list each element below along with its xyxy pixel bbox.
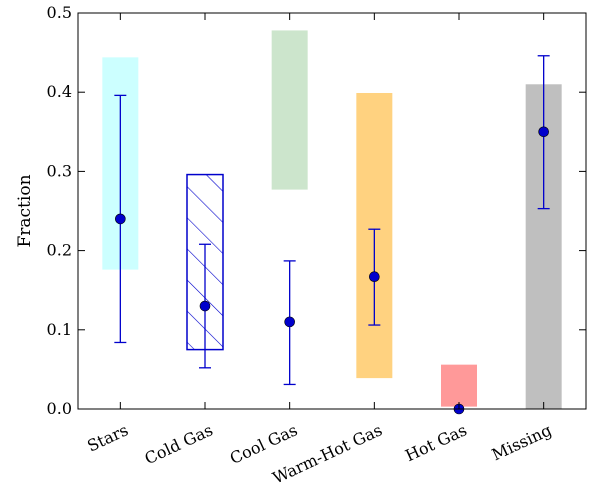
x-tick-label: Stars: [84, 420, 131, 455]
x-tick-label: Hot Gas: [402, 420, 470, 465]
y-tick-label: 0.2: [47, 241, 72, 260]
y-axis-ticks: 0.0 0.1 0.2 0.3 0.4 0.5: [47, 3, 586, 418]
y-tick-label: 0.1: [47, 320, 72, 339]
y-tick-label: 0.4: [47, 82, 72, 101]
error-bars: [114, 55, 550, 386]
plot-frame: [77, 12, 587, 410]
x-tick-label: Missing: [489, 420, 555, 464]
data-point-2: [284, 316, 295, 328]
data-point-0: [115, 213, 126, 225]
y-tick-label: 0.0: [47, 399, 72, 418]
data-point-1: [199, 300, 211, 312]
y-tick-label: 0.5: [47, 3, 72, 22]
data-markers: [115, 126, 549, 415]
x-tick-label: Cold Gas: [142, 420, 216, 468]
y-tick-label: 0.3: [47, 161, 72, 180]
y-axis-label: Fraction: [15, 174, 35, 247]
range-bar-4: [441, 364, 477, 407]
range-bars: [102, 30, 562, 409]
data-point-3: [369, 271, 380, 283]
data-point-5: [538, 126, 549, 138]
range-bar-2: [271, 30, 308, 190]
